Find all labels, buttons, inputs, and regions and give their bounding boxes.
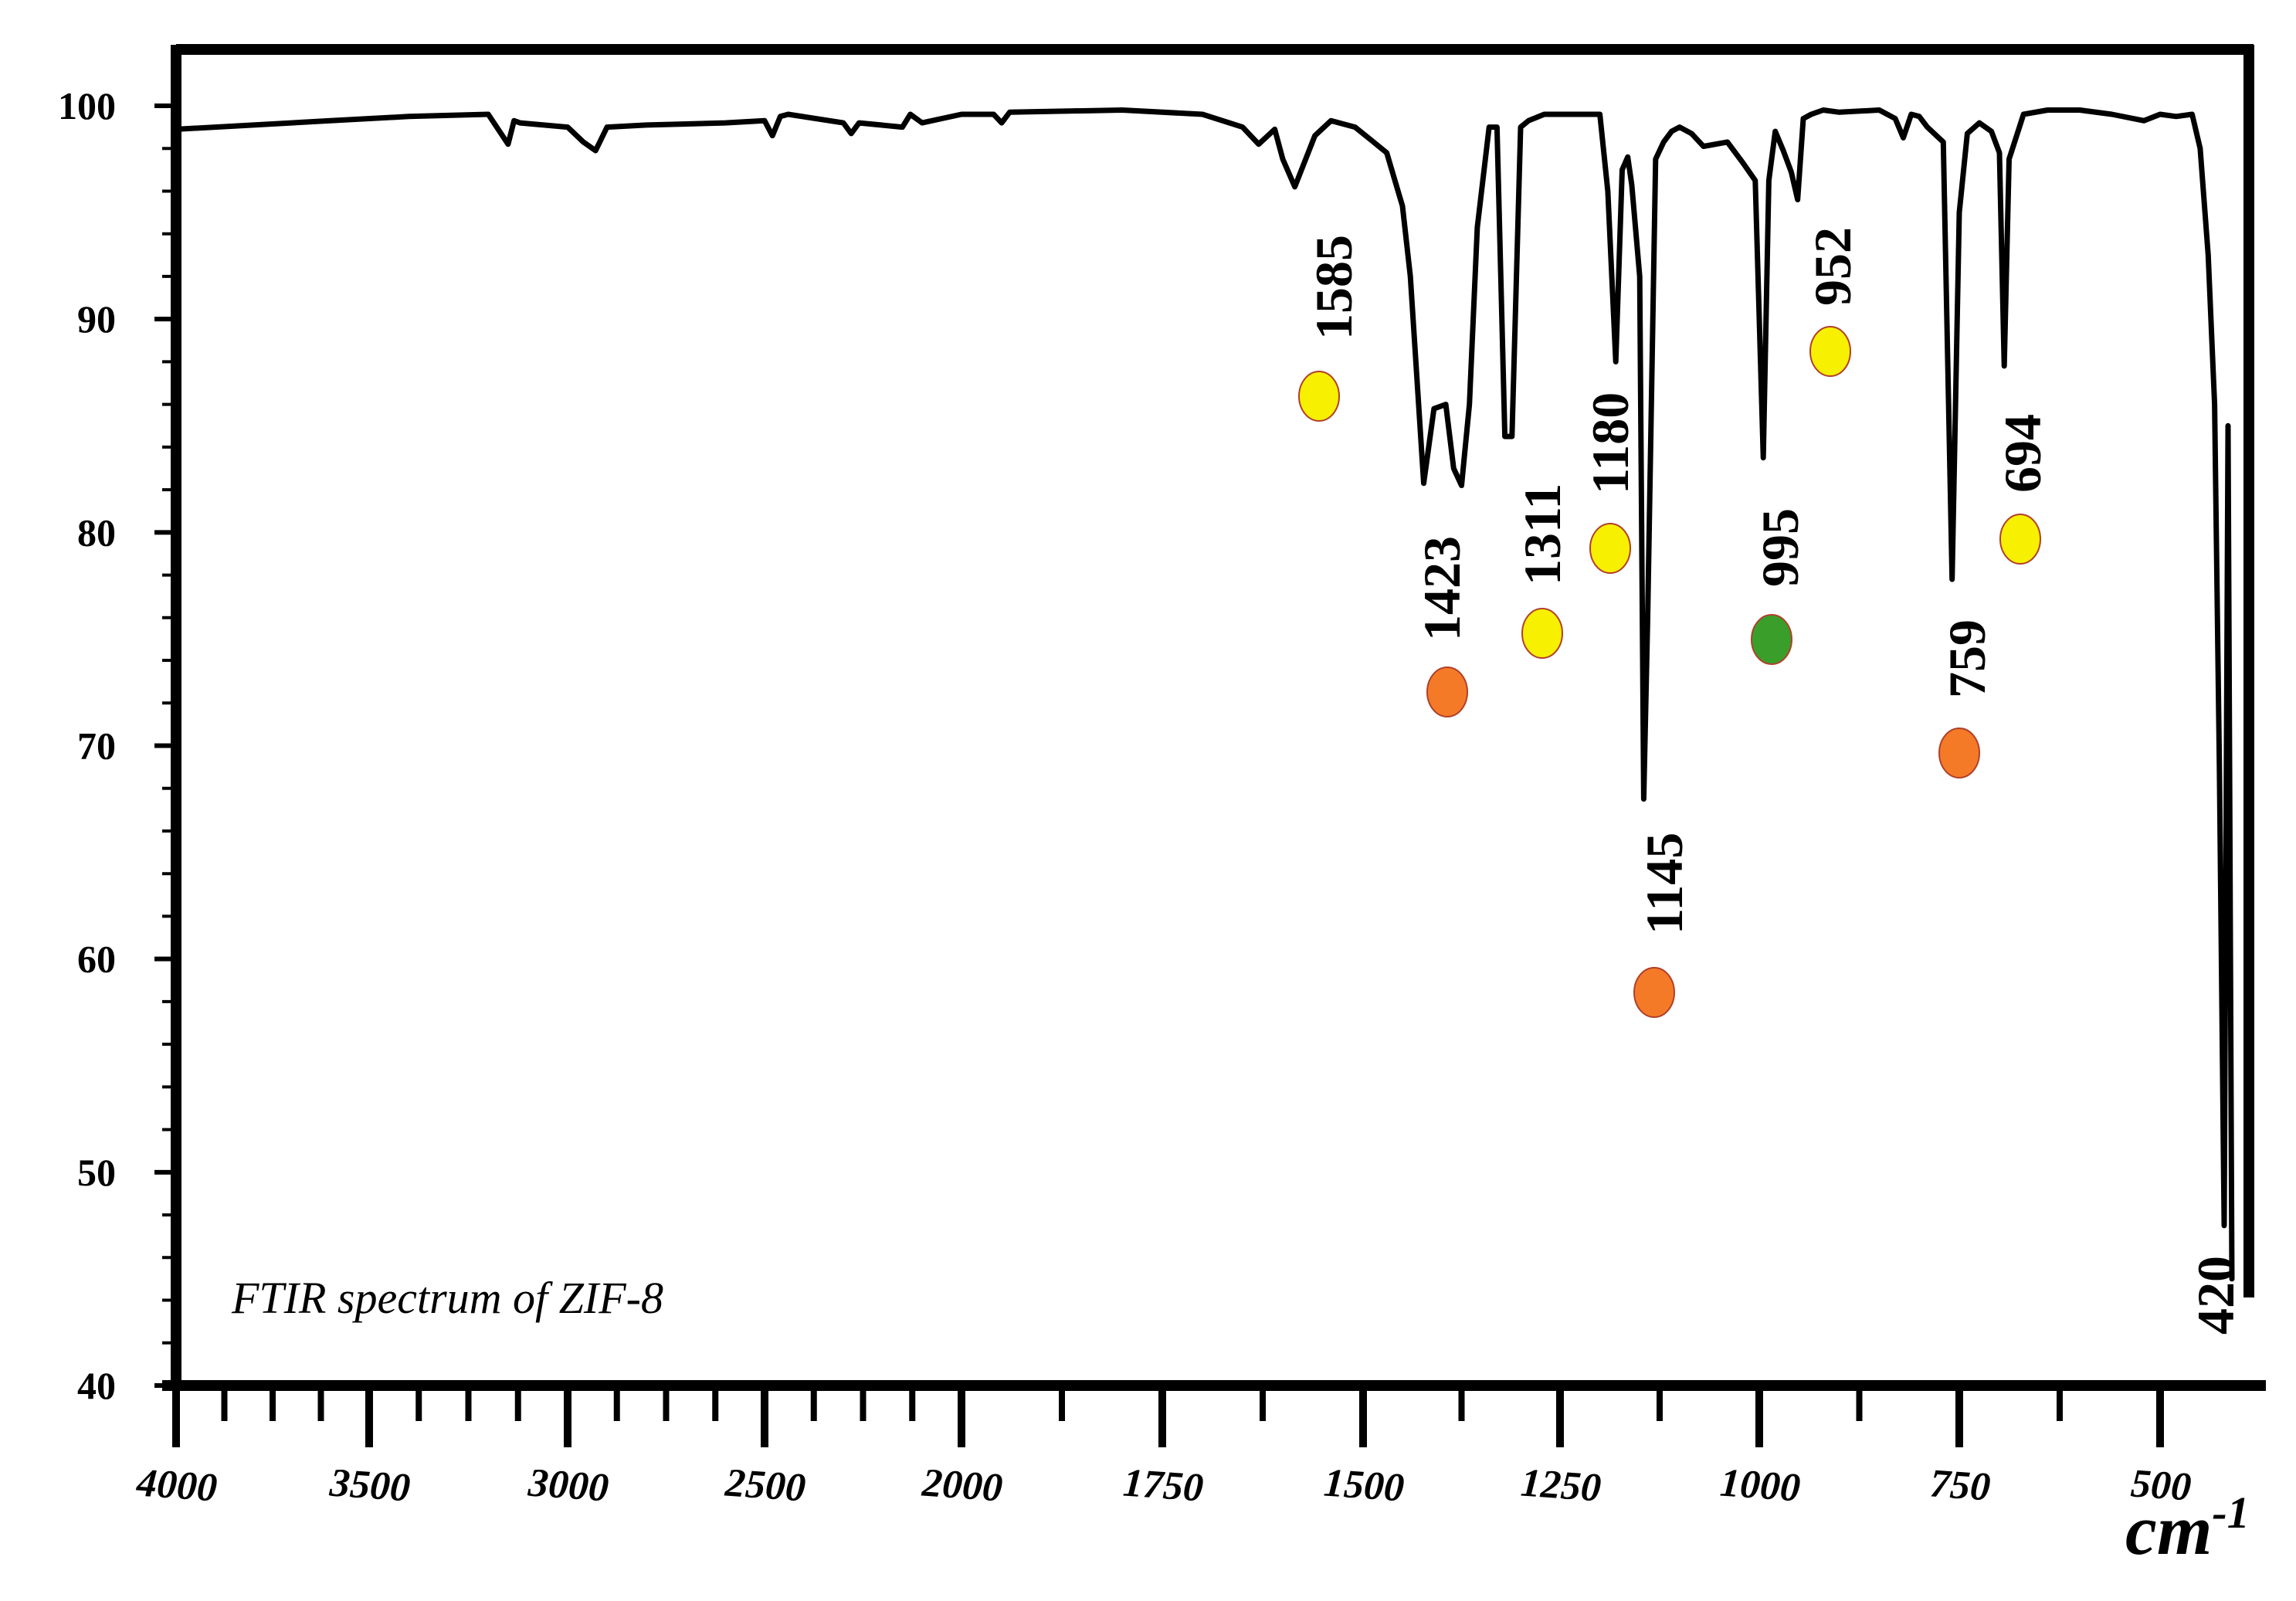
x-tick-label: 1000 [1718,1460,1802,1510]
peak-marker-759 [1938,728,1980,778]
spectrum-line [173,107,2235,1282]
y-tick-label: 60 [77,938,116,981]
peak-marker-1423 [1426,667,1468,717]
peak-label-420: 420 [2186,1256,2245,1335]
x-axis-unit-superscript: -1 [2212,1487,2249,1538]
peak-marker-694 [1999,514,2041,565]
peak-marker-1145 [1633,967,1675,1018]
y-axis: 40 50 60 70 80 90 100 [58,84,176,1407]
x-tick-label: 2500 [723,1460,807,1510]
peak-marker-1585 [1298,371,1340,422]
y-tick-label: 90 [77,297,116,341]
x-tick-label: 750 [1928,1461,1992,1509]
peak-marker-1180 [1589,523,1631,574]
peak-label-759: 759 [1938,619,1996,698]
x-tick-label: 500 [2129,1461,2193,1509]
x-tick-label: 3000 [526,1460,610,1510]
x-tick-label: 1750 [1121,1460,1205,1510]
spectrum-series [173,107,2235,1282]
peak-marker-995 [1751,614,1792,665]
peak-markers [1298,326,2041,1018]
peak-label-1180: 1180 [1581,392,1640,494]
peak-label-1423: 1423 [1413,536,1471,641]
x-tick-label: 3500 [327,1460,412,1510]
x-axis: 4000 3500 3000 2500 2000 1750 1500 1250 1000 750 5… [134,1386,2193,1511]
peak-label-995: 995 [1751,508,1809,587]
peak-label-1145: 1145 [1635,833,1694,934]
x-tick-label: 1500 [1322,1460,1406,1510]
x-tick-label: 4000 [134,1460,219,1510]
y-tick-label: 50 [77,1151,116,1194]
peak-label-1311: 1311 [1513,483,1572,585]
peak-label-952: 952 [1803,227,1862,306]
y-tick-label: 70 [77,724,116,768]
peak-marker-952 [1809,326,1851,377]
x-tick-label: 2000 [920,1460,1004,1510]
chart-title: FTIR spectrum of ZIF-8 [231,1273,663,1323]
peak-label-694: 694 [1993,414,2052,493]
y-tick-label: 40 [77,1364,116,1407]
peak-marker-1311 [1521,608,1563,659]
x-axis-unit: cm-1 [2125,1487,2250,1569]
peak-label-1585: 1585 [1304,235,1363,340]
y-tick-label: 80 [77,510,116,554]
x-tick-label: 1250 [1519,1460,1602,1510]
y-tick-label: 100 [58,84,116,127]
x-axis-unit-base: cm [2125,1491,2212,1569]
